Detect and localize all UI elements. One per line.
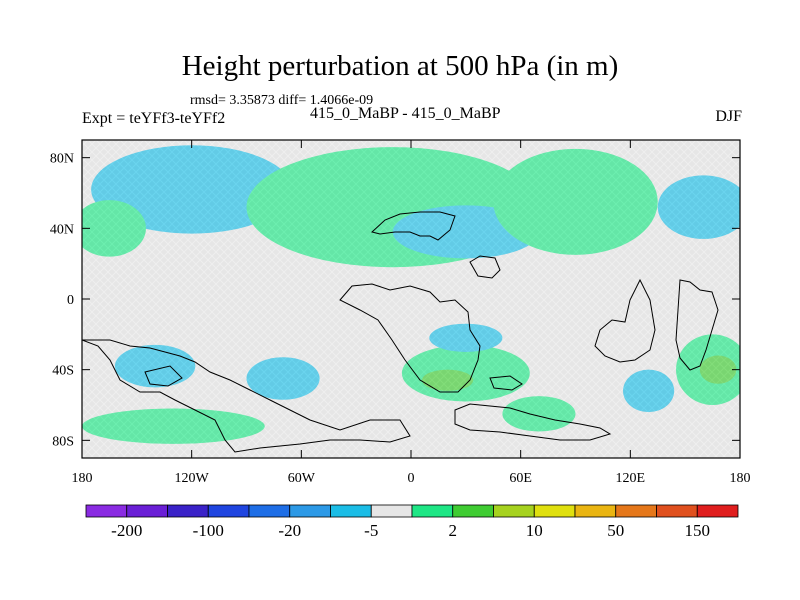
colorbar-swatch: [533, 504, 576, 518]
colorbar-swatch: [248, 504, 291, 518]
colorbar-label: -100: [193, 521, 224, 540]
axes: 180 120W 60W 0 60E 120E 180 80N 40N 0 40S 80S: [50, 140, 751, 486]
coastline-africa: [339, 283, 481, 393]
stats-label: rmsd= 3.35873 diff= 1.4066e-09: [190, 93, 374, 108]
coastline-europe: [469, 255, 501, 279]
y-tick-label: 0: [67, 293, 74, 308]
colorbar-swatch: [85, 504, 128, 518]
experiment-label: Expt = teYFf3-teYFf2: [82, 110, 226, 127]
colorbar-swatch: [126, 504, 168, 518]
colorbar-swatch: [615, 504, 657, 518]
colorbar-swatch: [411, 504, 454, 518]
coastline-layer: [82, 211, 719, 453]
season-label: DJF: [715, 108, 742, 125]
coastline-antarctica: [454, 403, 612, 441]
colorbar-label: 50: [607, 521, 624, 540]
colorbar: -200 -100 -20 -5 2 10 50 150: [85, 504, 739, 540]
colorbar-swatch: [574, 504, 617, 518]
x-tick-label: 0: [408, 471, 415, 486]
x-tick-label: 60E: [509, 471, 532, 486]
colorbar-label: 10: [526, 521, 543, 540]
colorbar-swatch: [452, 504, 494, 518]
colorbar-swatch: [330, 504, 372, 518]
y-tick-label: 40S: [52, 364, 74, 379]
x-tick-label: 120E: [616, 471, 646, 486]
colorbar-swatch: [370, 504, 413, 518]
coastline-australia: [675, 279, 719, 371]
colorbar-swatch: [696, 504, 739, 518]
runs-label: 415_0_MaBP - 415_0_MaBP: [310, 105, 501, 122]
colorbar-label: -5: [364, 521, 378, 540]
colorbar-label: -20: [278, 521, 301, 540]
colorbar-swatch: [207, 504, 250, 518]
colorbar-swatch: [493, 504, 535, 518]
coastline-north-america: [370, 211, 456, 241]
colorbar-swatch: [289, 504, 331, 518]
y-tick-label: 40N: [50, 222, 74, 237]
coastline-asia: [594, 278, 656, 363]
coastline-island-2: [144, 365, 183, 387]
y-tick-label: 80S: [52, 434, 74, 449]
field-layer: [82, 140, 740, 458]
x-tick-label: 60W: [288, 471, 316, 486]
colorbar-swatch: [656, 504, 698, 518]
coastline-island-1: [489, 375, 523, 391]
x-tick-label: 120W: [175, 471, 210, 486]
chart-title: Height perturbation at 500 hPa (in m): [181, 50, 619, 82]
colorbar-swatch: [167, 504, 209, 518]
coastline-south-america: [82, 339, 411, 453]
colorbar-label: 2: [449, 521, 458, 540]
stipple-overlay: [82, 140, 740, 458]
colorbar-label: 150: [685, 521, 711, 540]
x-tick-label: 180: [72, 471, 93, 486]
x-tick-label: 180: [730, 471, 751, 486]
y-tick-label: 80N: [50, 152, 74, 167]
colorbar-label: -200: [111, 521, 142, 540]
